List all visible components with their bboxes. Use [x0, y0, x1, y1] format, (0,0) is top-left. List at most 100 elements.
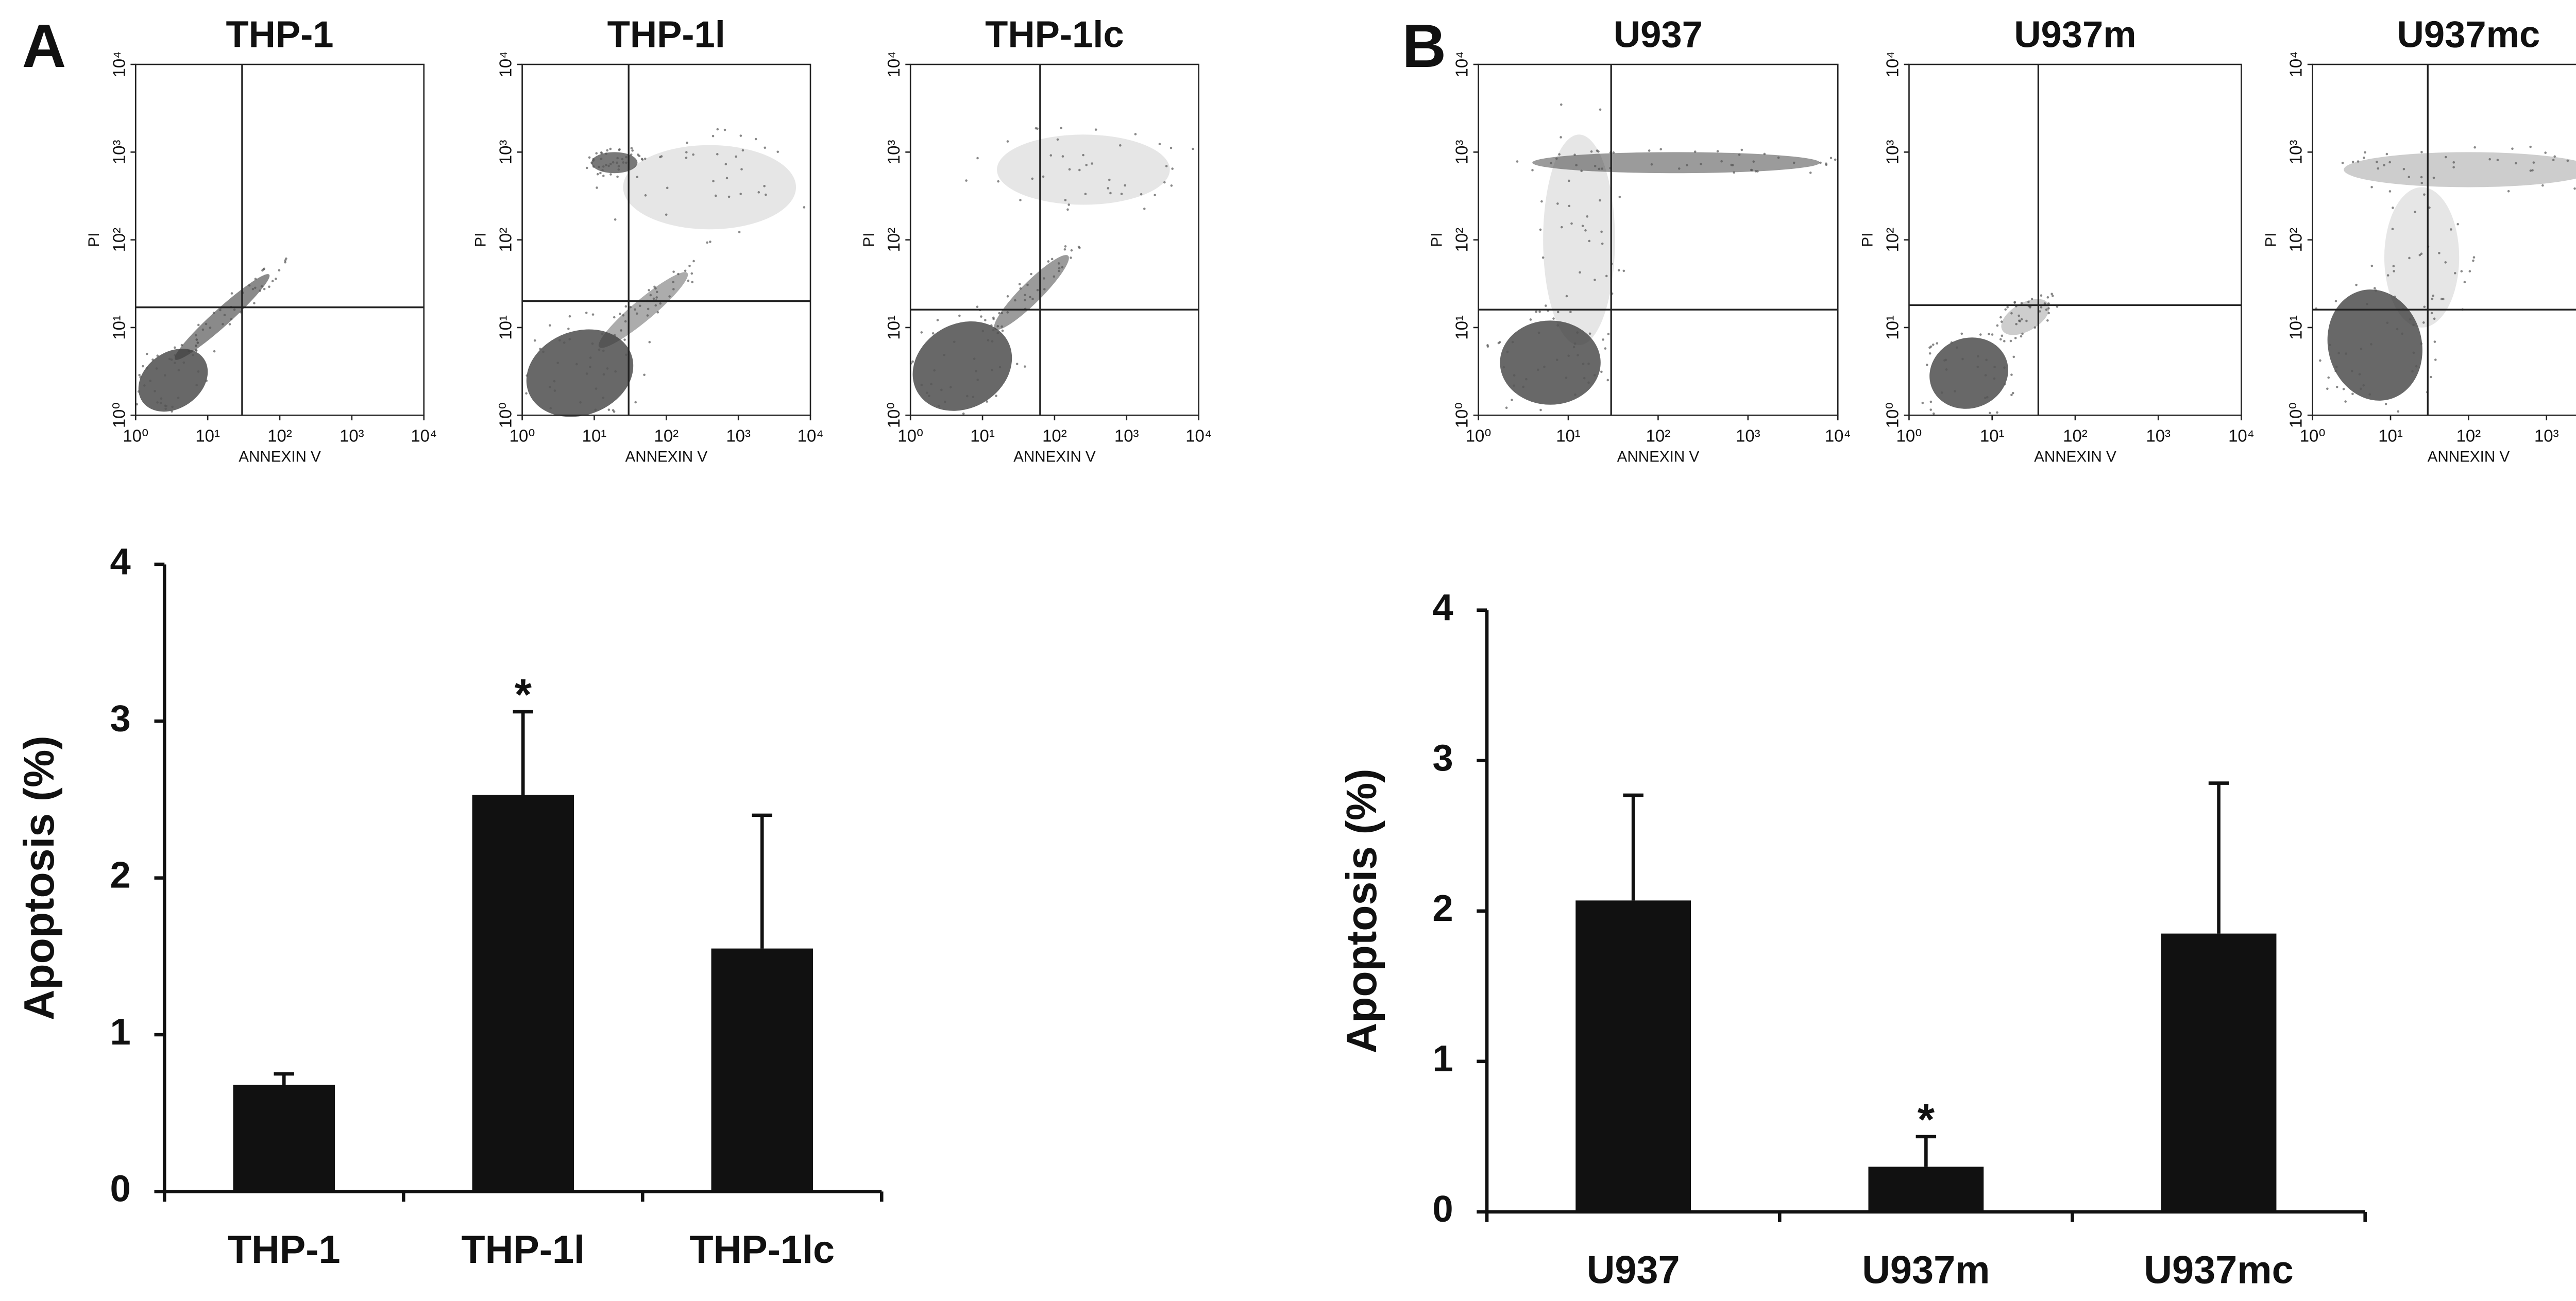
dot	[1560, 136, 1562, 139]
dot	[567, 328, 570, 330]
dot	[980, 315, 982, 318]
dot	[618, 148, 621, 151]
y-tick-label: 10⁴	[1452, 52, 1471, 78]
dot	[2360, 348, 2363, 350]
dot	[972, 396, 975, 399]
dot	[617, 168, 620, 171]
dot	[1082, 153, 1084, 157]
dot	[149, 380, 152, 382]
dot	[1600, 230, 1603, 233]
y-tick-label: 0	[1432, 1188, 1453, 1230]
dot	[1588, 239, 1591, 243]
dot	[233, 308, 236, 311]
dot	[1560, 103, 1563, 106]
dot	[668, 295, 671, 298]
dot	[634, 308, 636, 311]
dot	[222, 323, 224, 326]
dot	[672, 288, 675, 290]
dot	[197, 370, 200, 373]
dot	[1024, 299, 1026, 302]
dot	[1586, 215, 1589, 218]
dot	[585, 372, 588, 375]
dot	[585, 166, 588, 169]
dot	[1502, 366, 1505, 369]
dot	[672, 281, 675, 284]
dot	[2496, 159, 2499, 161]
dot	[602, 397, 605, 399]
dot	[1752, 160, 1755, 163]
dot	[1522, 385, 1525, 388]
dot	[1031, 298, 1034, 300]
dot	[1953, 390, 1956, 392]
dot	[1053, 275, 1056, 278]
dot	[2337, 352, 2340, 355]
dot	[998, 366, 1002, 369]
x-tick-label: 10¹	[1980, 426, 2005, 446]
dot	[1540, 200, 1543, 203]
dot	[1134, 133, 1137, 135]
dot	[1056, 138, 1059, 141]
dot	[585, 312, 588, 314]
dot	[2388, 190, 2392, 193]
x-tick-label: U937mc	[2144, 1248, 2293, 1292]
y-axis-label: PI	[1859, 233, 1876, 247]
y-tick-label: 10²	[1883, 228, 1902, 252]
dot	[616, 175, 619, 178]
dot	[1720, 160, 1723, 163]
dot	[599, 172, 602, 175]
dot	[143, 384, 146, 387]
dot	[1107, 187, 1110, 190]
dot	[1984, 397, 1987, 399]
y-tick-label: 10⁴	[109, 52, 128, 78]
dot	[1001, 312, 1004, 315]
x-tick-label: 10²	[2063, 426, 2088, 446]
plot-title: THP-1lc	[985, 14, 1124, 56]
dot	[1607, 333, 1610, 335]
dot	[990, 324, 993, 327]
dot	[271, 280, 274, 283]
dot	[1576, 331, 1579, 334]
plot-title: U937m	[2014, 14, 2136, 56]
dot	[526, 374, 529, 377]
dot	[1001, 329, 1004, 332]
y-tick-label: 10⁰	[2286, 402, 2306, 428]
dot	[2050, 293, 2053, 296]
bar	[711, 948, 813, 1192]
dot	[230, 318, 233, 321]
dot-cloud	[1532, 152, 1820, 174]
dot	[1598, 167, 1601, 170]
dot	[1996, 411, 1998, 414]
dot	[142, 365, 144, 368]
dot	[973, 357, 976, 360]
dot	[1498, 341, 1501, 344]
dot	[2334, 370, 2337, 372]
dot	[1064, 245, 1067, 248]
dot	[182, 361, 185, 364]
y-tick-label: 10³	[884, 140, 903, 165]
dot	[2043, 302, 2046, 305]
y-axis-label: PI	[472, 233, 489, 247]
dot	[2029, 306, 2031, 309]
dot	[1988, 333, 1990, 335]
dot	[2428, 206, 2431, 209]
dot	[638, 304, 641, 307]
dot	[1996, 324, 1999, 327]
dot	[171, 405, 174, 408]
dot	[1556, 324, 1559, 327]
dot	[1819, 161, 1822, 164]
dot	[609, 173, 612, 176]
dot	[2038, 310, 2041, 313]
dot	[223, 314, 226, 317]
dot	[1961, 357, 1964, 361]
dot	[163, 374, 166, 377]
dot	[1740, 148, 1743, 151]
dot	[539, 348, 541, 350]
dot	[2414, 211, 2416, 213]
x-axis-label: ANNEXIN V	[2034, 448, 2116, 465]
dot	[1929, 345, 1933, 348]
dot	[2409, 318, 2412, 321]
dot	[2335, 386, 2338, 388]
dot	[1538, 310, 1541, 313]
dot	[1550, 162, 1552, 165]
dot	[197, 323, 200, 327]
